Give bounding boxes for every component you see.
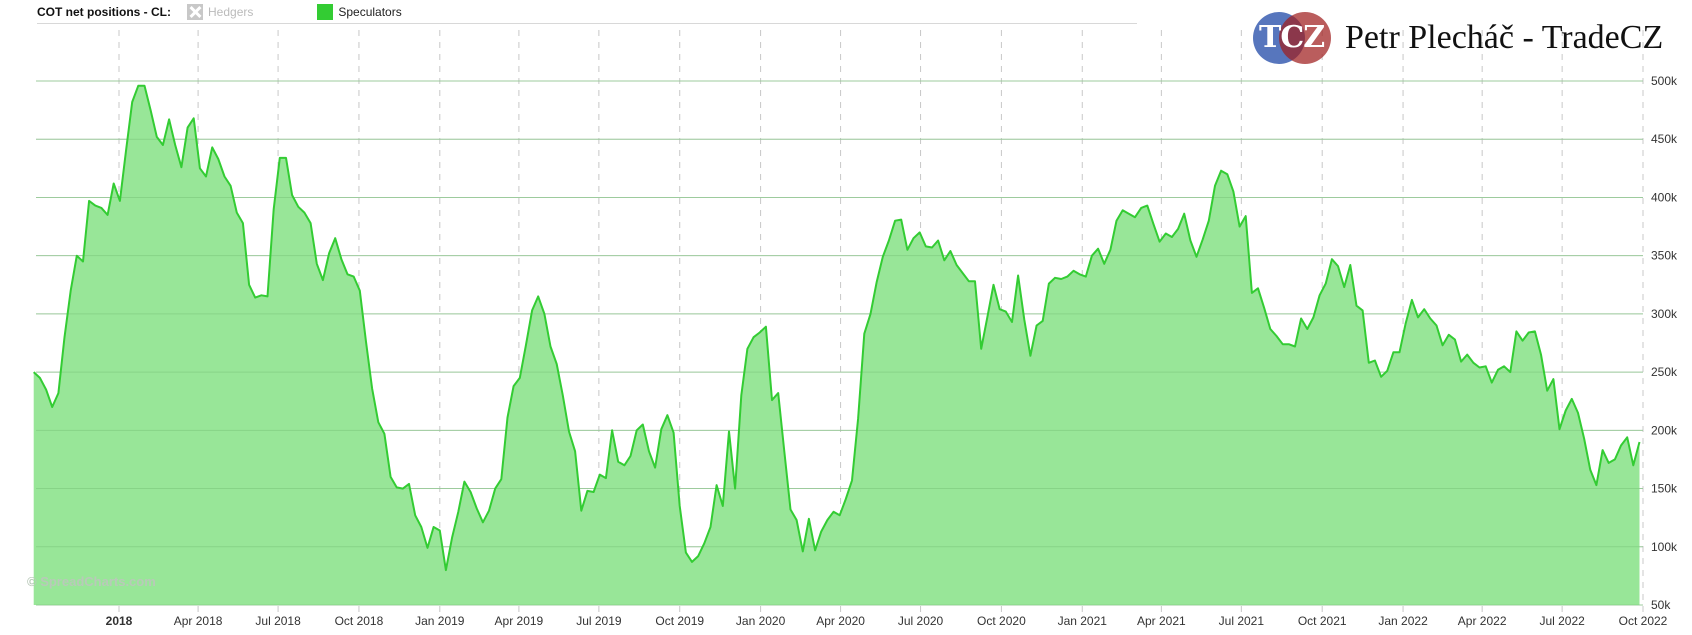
x-tick-label: Jan 2022 [1378, 614, 1428, 628]
logo-text: Petr Plecháč - TradeCZ [1345, 19, 1664, 56]
x-tick-label: Jul 2018 [255, 614, 301, 628]
speculators-area [33, 85, 1640, 605]
y-tick-label: 150k [1651, 482, 1678, 496]
y-axis-labels: 50k 100k 150k 200k 250k 300k 350k 400k 450k 500k [1651, 74, 1678, 612]
x-tick-label: Apr 2019 [495, 614, 544, 628]
x-axis-labels: 2018 Apr 2018 Jul 2018 Oct 2018 Jan 2019 Apr … [106, 614, 1668, 628]
y-tick-label: 50k [1651, 598, 1671, 612]
legend: COT net positions - CL: Hedgers Speculat… [37, 2, 402, 22]
x-tick-label: Apr 2022 [1458, 614, 1507, 628]
x-tick-label: Apr 2018 [174, 614, 223, 628]
x-tick-label: Jul 2022 [1539, 614, 1585, 628]
legend-label-speculators: Speculators [338, 5, 402, 19]
x-tick-label: 2018 [106, 614, 133, 628]
tcz-logo-icon: TCZ [1253, 12, 1331, 64]
legend-item-speculators[interactable]: Speculators [317, 4, 402, 20]
logo-letters: TCZ [1259, 20, 1325, 55]
x-tick-label: Apr 2021 [1137, 614, 1186, 628]
x-tick-label: Jul 2021 [1219, 614, 1265, 628]
x-tick-label: Jan 2019 [415, 614, 465, 628]
horizontal-gridlines-over-area [36, 80, 1643, 606]
y-tick-label: 450k [1651, 132, 1678, 146]
legend-divider [37, 23, 1137, 24]
legend-item-hedgers[interactable]: Hedgers [187, 4, 253, 20]
x-tick-label: Oct 2020 [977, 614, 1026, 628]
x-tick-label: Apr 2020 [816, 614, 865, 628]
y-tick-label: 400k [1651, 190, 1678, 204]
x-tick-label: Oct 2018 [335, 614, 384, 628]
x-tick-label: Oct 2021 [1298, 614, 1347, 628]
x-tick-label: Jan 2021 [1058, 614, 1108, 628]
legend-label-hedgers: Hedgers [208, 5, 254, 19]
y-tick-label: 200k [1651, 423, 1678, 437]
x-tick-label: Jul 2020 [898, 614, 944, 628]
y-tick-label: 100k [1651, 540, 1678, 554]
x-tick-label: Oct 2022 [1619, 614, 1668, 628]
y-tick-label: 500k [1651, 74, 1678, 88]
series-color-swatch-icon [317, 4, 334, 20]
watermark: © SpreadCharts.com [27, 574, 156, 589]
tradecz-logo: TCZ Petr Plecháč - TradeCZ [1253, 12, 1663, 64]
x-tick-label: Jul 2019 [576, 614, 622, 628]
hidden-series-x-icon [187, 4, 203, 20]
speculators-line [33, 84, 1641, 572]
legend-title: COT net positions - CL: [37, 5, 171, 19]
y-tick-label: 300k [1651, 307, 1678, 321]
x-tick-label: Oct 2019 [655, 614, 704, 628]
y-tick-label: 350k [1651, 249, 1678, 263]
x-tick-label: Jan 2020 [736, 614, 786, 628]
y-tick-label: 250k [1651, 365, 1678, 379]
